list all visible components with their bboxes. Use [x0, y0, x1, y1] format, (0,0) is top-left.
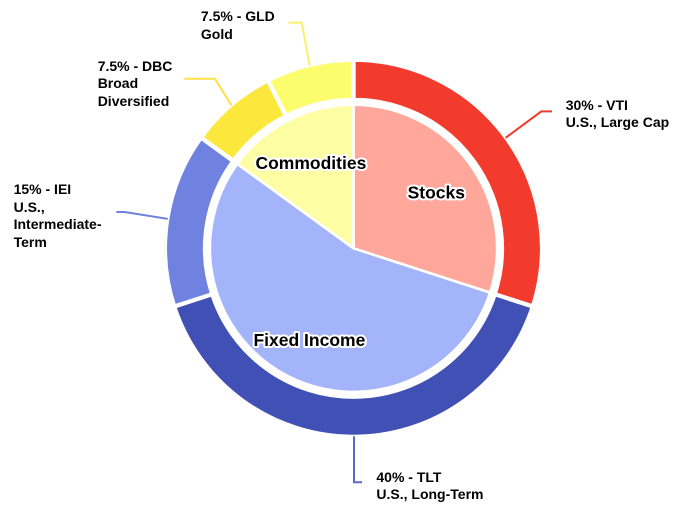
svg-text:Stocks: Stocks [408, 182, 466, 202]
svg-text:Fixed Income: Fixed Income [253, 330, 365, 350]
svg-text:Commodities: Commodities [255, 153, 366, 173]
